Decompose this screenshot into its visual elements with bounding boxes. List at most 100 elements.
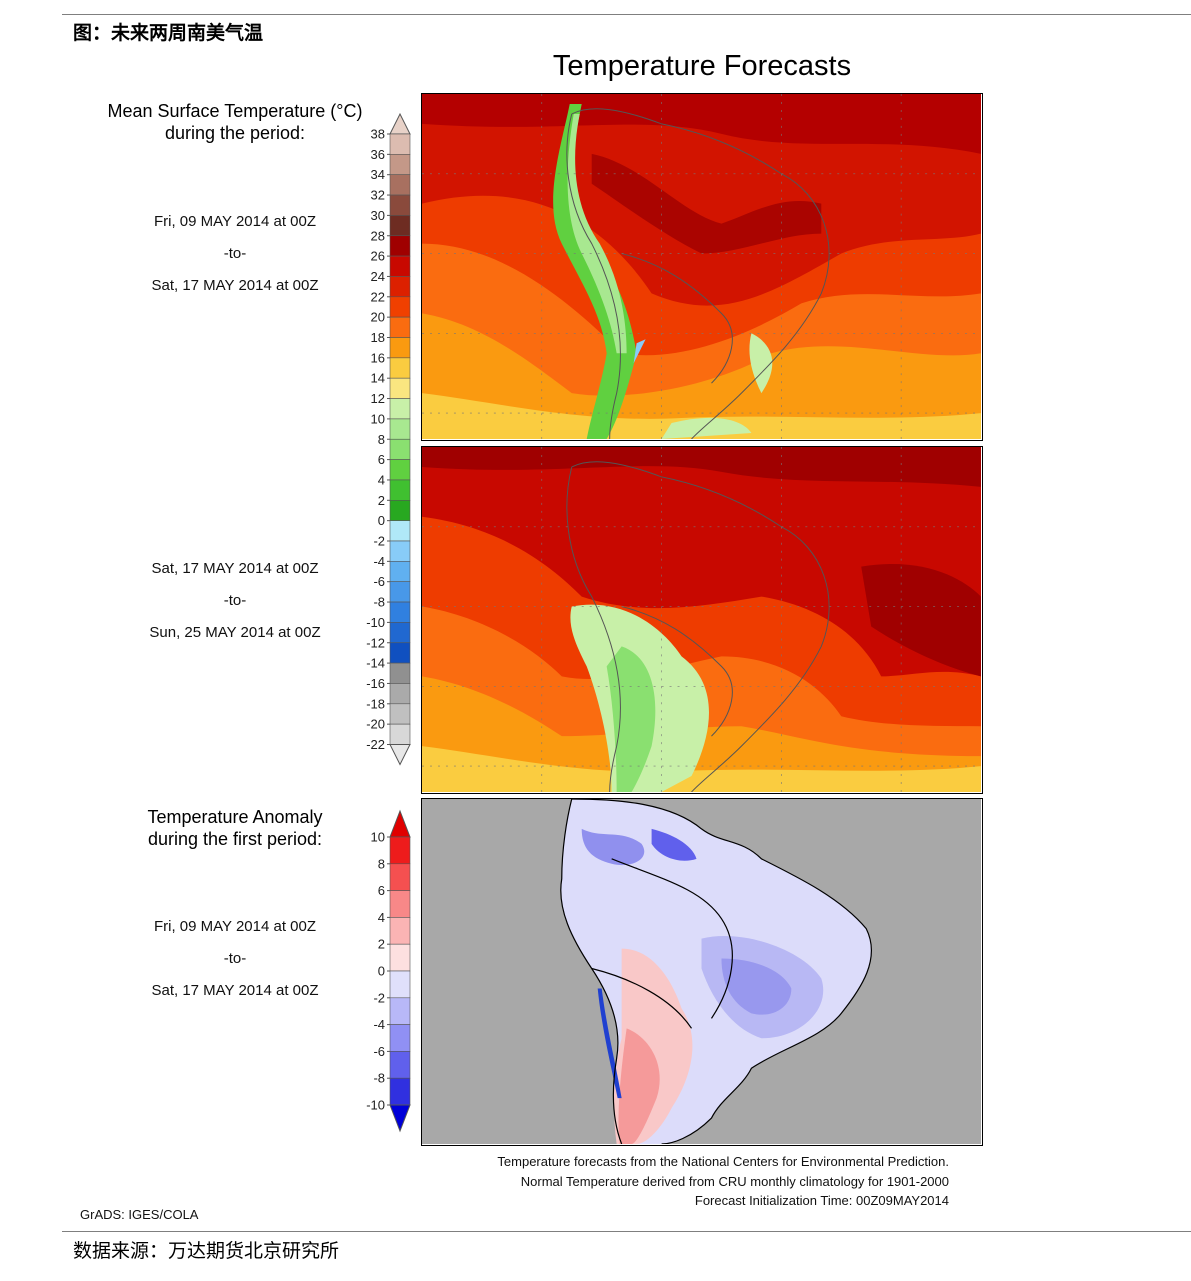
colorbar-0-segment-3 bbox=[389, 194, 411, 216]
colorbar-0-tick-label-5: 28 bbox=[371, 228, 385, 243]
period2-end: Sun, 25 MAY 2014 at 00Z bbox=[149, 624, 321, 641]
colorbar-0-segment-13 bbox=[389, 398, 411, 420]
chart-title: Temperature Forecasts bbox=[552, 50, 852, 82]
anomaly-period-start: Fri, 09 MAY 2014 at 00Z bbox=[153, 918, 317, 935]
temperature-map-period1 bbox=[421, 93, 983, 441]
chart-credits: Temperature forecasts from the National … bbox=[497, 1152, 949, 1211]
colorbar-1-tick-label-3: 4 bbox=[378, 910, 385, 925]
colorbar-0-tick-label-22: -6 bbox=[373, 574, 385, 589]
colorbar-0-tick-label-23: -8 bbox=[373, 595, 385, 610]
figure-title: 图：未来两周南美气温 bbox=[73, 22, 264, 44]
colorbar-1-tick-label-1: 8 bbox=[378, 856, 385, 871]
colorbar-0-segment-19 bbox=[389, 520, 411, 542]
colorbar-0-segment-2 bbox=[389, 174, 411, 196]
anomaly-label-line1: Temperature Anomaly bbox=[147, 807, 323, 827]
temperature-colorbar: 38363432302826242220181614121086420-2-4-… bbox=[366, 112, 411, 766]
temperature-anomaly-map bbox=[421, 798, 983, 1146]
anomaly-label: Temperature Anomaly during the first per… bbox=[95, 806, 375, 850]
colorbar-0-tick-label-10: 18 bbox=[371, 330, 385, 345]
colorbar-0-segment-15 bbox=[389, 438, 411, 460]
colorbar-0-segment-25 bbox=[389, 642, 411, 664]
anomaly-colorbar: 10 8 6 4 2 0 -2 -4 -6 -8 -10 bbox=[366, 809, 411, 1133]
colorbar-0-tick-label-3: 32 bbox=[371, 188, 385, 203]
colorbar-1-segment-0 bbox=[389, 836, 411, 865]
colorbar-0-tick-label-9: 20 bbox=[371, 310, 385, 325]
credits-line2: Normal Temperature derived from CRU mont… bbox=[520, 1173, 949, 1189]
period2-start: Sat, 17 MAY 2014 at 00Z bbox=[151, 560, 319, 577]
colorbar-0-tick-label-25: -12 bbox=[366, 635, 385, 650]
colorbar-0-tick-label-12: 14 bbox=[371, 371, 385, 386]
period1-start: Fri, 09 MAY 2014 at 00Z bbox=[153, 213, 317, 230]
colorbar-0-segment-22 bbox=[389, 581, 411, 603]
colorbar-0-segment-17 bbox=[389, 479, 411, 501]
colorbar-0-tick-label-15: 8 bbox=[378, 432, 385, 447]
colorbar-0-segment-0 bbox=[389, 133, 411, 155]
credits-line3: Forecast Initialization Time: 00Z09MAY20… bbox=[694, 1193, 949, 1208]
colorbar-0-segment-27 bbox=[389, 683, 411, 705]
colorbar-0-segment-9 bbox=[389, 316, 411, 338]
colorbar-0-tick-label-7: 24 bbox=[371, 269, 385, 284]
colorbar-1-tick-label-8: -6 bbox=[373, 1044, 385, 1059]
colorbar-1-segment-1 bbox=[389, 863, 411, 891]
colorbar-0-tick-label-27: -16 bbox=[366, 676, 385, 691]
colorbar-0-tick-label-8: 22 bbox=[371, 289, 385, 304]
colorbar-1-segment-8 bbox=[389, 1051, 411, 1079]
period2-dates: Sat, 17 MAY 2014 at 00Z -to- Sun, 25 MAY… bbox=[120, 553, 350, 649]
colorbar-0-top-arrow bbox=[389, 112, 411, 135]
colorbar-0-tick-label-1: 36 bbox=[371, 147, 385, 162]
colorbar-0-segment-20 bbox=[389, 540, 411, 562]
colorbar-0-tick-label-4: 30 bbox=[371, 208, 385, 223]
mean-temp-label-line1: Mean Surface Temperature (°C) bbox=[107, 101, 363, 121]
colorbar-0-tick-label-24: -10 bbox=[366, 615, 385, 630]
colorbar-0-tick-label-14: 10 bbox=[371, 411, 385, 426]
colorbar-0-segment-7 bbox=[389, 276, 411, 298]
period2-sep: -to- bbox=[223, 592, 247, 609]
colorbar-0-segment-6 bbox=[389, 255, 411, 277]
colorbar-1-tick-label-4: 2 bbox=[378, 937, 385, 952]
colorbar-0-tick-label-0: 38 bbox=[371, 127, 385, 142]
colorbar-1-tick-label-5: 0 bbox=[378, 964, 385, 979]
colorbar-1-segment-4 bbox=[389, 943, 411, 972]
colorbar-0-segment-5 bbox=[389, 235, 411, 257]
top-rule bbox=[62, 14, 1191, 15]
colorbar-0-tick-label-21: -4 bbox=[373, 554, 385, 569]
colorbar-1-tick-label-6: -2 bbox=[373, 990, 385, 1005]
colorbar-0-segment-12 bbox=[389, 377, 411, 399]
colorbar-0-bottom-arrow bbox=[389, 744, 411, 766]
colorbar-0-segment-4 bbox=[389, 215, 411, 237]
colorbar-0-segment-11 bbox=[389, 357, 411, 379]
colorbar-0-tick-label-17: 4 bbox=[378, 472, 385, 487]
anomaly-period-dates: Fri, 09 MAY 2014 at 00Z -to- Sat, 17 MAY… bbox=[120, 911, 350, 1007]
colorbar-0-segment-26 bbox=[389, 662, 411, 684]
colorbar-1-segment-5 bbox=[389, 970, 411, 999]
colorbar-0-segment-28 bbox=[389, 703, 411, 725]
colorbar-0-tick-label-6: 26 bbox=[371, 249, 385, 264]
colorbar-0-segment-14 bbox=[389, 418, 411, 440]
colorbar-0-tick-label-2: 34 bbox=[371, 167, 385, 182]
mean-temp-label-line2: during the period: bbox=[164, 123, 306, 143]
colorbar-0-tick-label-16: 6 bbox=[378, 452, 385, 467]
colorbar-0-tick-label-29: -20 bbox=[366, 717, 385, 732]
period1-sep: -to- bbox=[223, 245, 247, 262]
colorbar-0-tick-label-26: -14 bbox=[366, 656, 385, 671]
colorbar-1-tick-label-7: -4 bbox=[373, 1017, 385, 1032]
grads-credit: GrADS: IGES/COLA bbox=[80, 1207, 199, 1222]
credits-line1: Temperature forecasts from the National … bbox=[497, 1154, 949, 1169]
colorbar-1-segment-9 bbox=[389, 1077, 411, 1106]
colorbar-1-segment-7 bbox=[389, 1024, 411, 1052]
colorbar-0-tick-label-30: -22 bbox=[366, 737, 385, 752]
colorbar-1-segment-2 bbox=[389, 890, 411, 918]
colorbar-1-tick-label-9: -8 bbox=[373, 1071, 385, 1086]
colorbar-0-tick-label-28: -18 bbox=[366, 696, 385, 711]
mean-temp-label: Mean Surface Temperature (°C) during the… bbox=[84, 100, 386, 144]
colorbar-0-segment-23 bbox=[389, 601, 411, 623]
anomaly-period-end: Sat, 17 MAY 2014 at 00Z bbox=[151, 982, 319, 999]
data-source: 数据来源：万达期货北京研究所 bbox=[73, 1240, 340, 1262]
colorbar-1-bottom-arrow bbox=[389, 1104, 411, 1133]
colorbar-0-tick-label-18: 2 bbox=[378, 493, 385, 508]
colorbar-0-segment-10 bbox=[389, 337, 411, 359]
bottom-rule bbox=[62, 1231, 1191, 1232]
colorbar-0-tick-label-19: 0 bbox=[378, 513, 385, 528]
anomaly-label-line2: during the first period: bbox=[147, 829, 323, 849]
colorbar-0-segment-1 bbox=[389, 154, 411, 175]
